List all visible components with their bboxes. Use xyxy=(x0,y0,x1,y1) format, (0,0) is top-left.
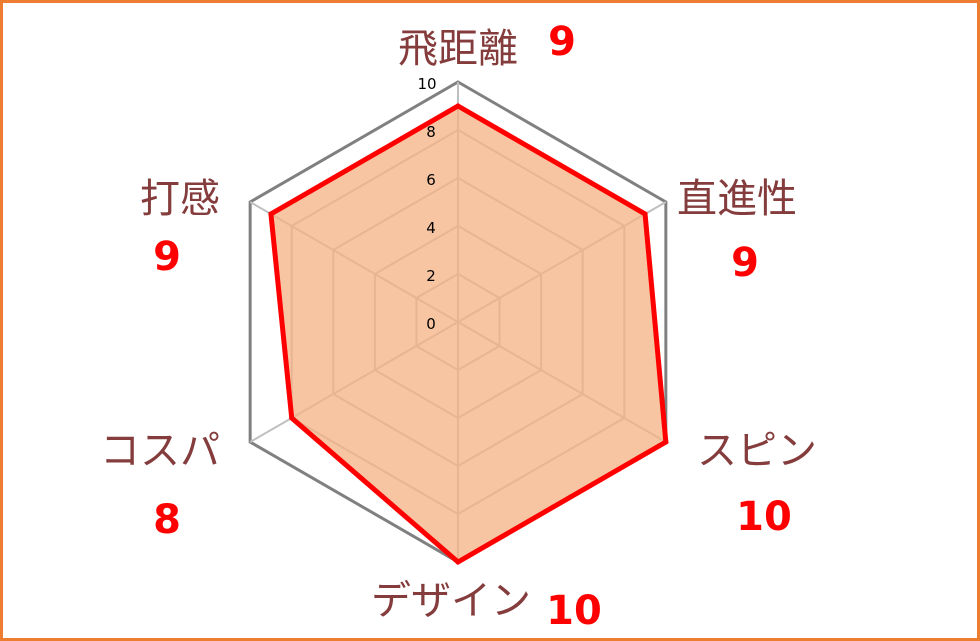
value-labels: 9 9 10 10 8 9 xyxy=(153,19,792,634)
category-labels: 飛距離 直進性 スピン デザイン コスパ 打感 xyxy=(100,26,817,624)
data-point-3 xyxy=(455,559,461,565)
category-label-design: デザイン xyxy=(371,578,531,624)
data-point-0 xyxy=(455,103,461,109)
tick-label-2: 2 xyxy=(426,267,436,285)
category-label-feel: 打感 xyxy=(140,176,220,222)
tick-label-6: 6 xyxy=(426,171,436,189)
category-label-spin: スピン xyxy=(697,428,817,474)
value-label-spin: 10 xyxy=(736,494,792,540)
category-label-cost-performance: コスパ xyxy=(100,428,220,474)
tick-label-4: 4 xyxy=(426,219,436,237)
radar-series xyxy=(268,103,669,566)
radial-axis-ticks: 0 2 4 6 8 10 xyxy=(417,75,436,333)
data-point-5 xyxy=(268,211,274,217)
tick-label-10: 10 xyxy=(417,75,436,93)
data-point-4 xyxy=(289,415,295,421)
value-label-cost-performance: 8 xyxy=(153,497,181,543)
value-label-feel: 9 xyxy=(153,234,181,280)
data-point-1 xyxy=(642,211,648,217)
value-label-straightness: 9 xyxy=(731,240,759,286)
series-area xyxy=(268,103,669,566)
category-label-straightness: 直進性 xyxy=(677,176,797,222)
tick-label-8: 8 xyxy=(426,123,436,141)
value-label-distance: 9 xyxy=(548,19,576,65)
tick-label-0: 0 xyxy=(426,315,436,333)
data-point-2 xyxy=(663,439,669,445)
category-label-distance: 飛距離 xyxy=(398,26,518,72)
value-label-design: 10 xyxy=(546,588,602,634)
